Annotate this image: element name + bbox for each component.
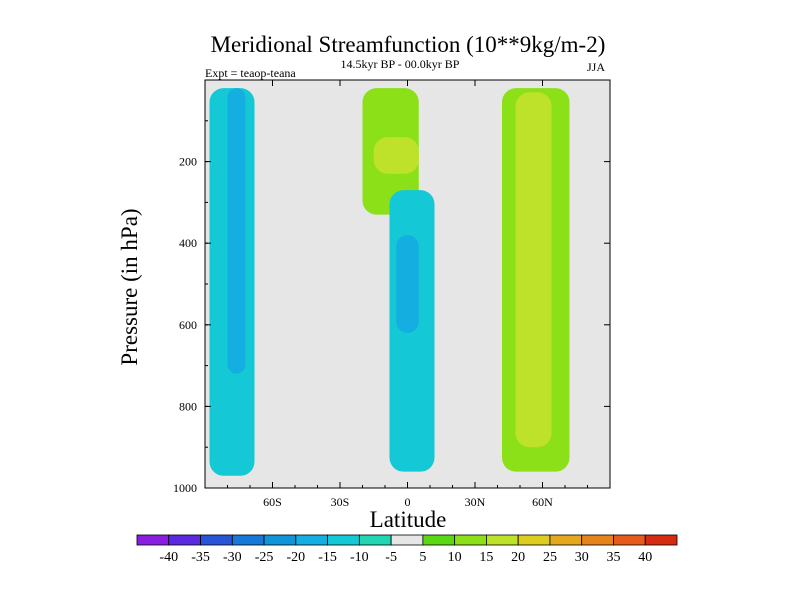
colorbar-label: 15 [479, 550, 493, 565]
colorbar-label: -40 [159, 550, 178, 565]
colorbar-label: 10 [448, 550, 462, 565]
colorbar-label: 35 [606, 550, 620, 565]
x-tick-label: 0 [405, 495, 411, 509]
colorbar-label: 5 [419, 550, 426, 565]
right-string: JJA [587, 60, 605, 74]
colorbar-label: 25 [543, 550, 557, 565]
contour-region-8 [515, 92, 552, 448]
contour-region-2 [227, 88, 246, 374]
colorbar-box-4 [263, 534, 297, 546]
colorbar-label: -10 [350, 550, 369, 565]
colorbar-label: -25 [255, 550, 274, 565]
colorbar-box-1 [168, 534, 201, 546]
left-string: Expt = teaop-teana [205, 66, 296, 80]
x-tick-label: 30S [331, 495, 350, 509]
colorbar-box-0 [136, 534, 170, 546]
colorbar-box-9 [422, 534, 456, 546]
colorbar-box-13 [549, 534, 583, 546]
colorbar-box-10 [454, 534, 487, 546]
colorbar-box-5 [295, 534, 328, 546]
colorbar-box-15 [613, 534, 646, 546]
colorbar: -40 -35 -30 -25 -20 -15 -10 -5 5 10 15 20 25 30 35 40 [136, 534, 678, 565]
y-tick-label: 1000 [173, 481, 197, 495]
x-tick-label: 60N [532, 495, 553, 509]
colorbar-label: -15 [318, 550, 337, 565]
colorbar-box-7 [358, 534, 392, 546]
colorbar-box-2 [200, 534, 233, 546]
x-axis-label: Latitude [370, 507, 447, 532]
colorbar-box-12 [517, 534, 551, 546]
y-tick-label: 600 [179, 318, 197, 332]
y-tick-label: 200 [179, 155, 197, 169]
x-tick-label: 30N [465, 495, 486, 509]
colorbar-label: 30 [575, 550, 589, 565]
chart-title: Meridional Streamfunction (10**9kg/m-2) [211, 32, 606, 57]
contour-regions [209, 88, 570, 476]
y-tick-label: 800 [179, 399, 197, 413]
y-axis-label: Pressure (in hPa) [117, 208, 142, 365]
center-string: 14.5kyr BP - 00.0kyr BP [341, 57, 460, 71]
colorbar-label: 20 [511, 550, 525, 565]
colorbar-label: -30 [223, 550, 242, 565]
y-axis: 200 400 600 800 1000 [173, 120, 610, 495]
x-axis: 60S 30S 0 30N 60N [204, 80, 611, 509]
x-tick-label: 60S [263, 495, 282, 509]
colorbar-box-16 [644, 534, 678, 546]
colorbar-box-11 [486, 534, 519, 546]
colorbar-label: -5 [385, 550, 397, 565]
colorbar-label: 40 [638, 550, 652, 565]
y-tick-label: 400 [179, 236, 197, 250]
colorbar-box-8 [390, 534, 424, 546]
contour-region-6 [396, 235, 419, 333]
colorbar-label: -35 [191, 550, 210, 565]
colorbar-box-6 [327, 534, 360, 546]
colorbar-box-3 [231, 534, 265, 546]
colorbar-label: -20 [286, 550, 305, 565]
contour-region-4 [373, 137, 419, 174]
colorbar-box-14 [581, 534, 614, 546]
